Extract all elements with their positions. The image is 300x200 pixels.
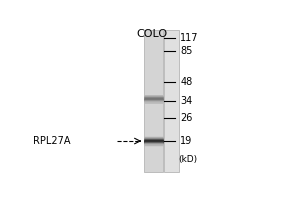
Bar [164,30,179,172]
Text: 48: 48 [180,77,192,87]
Text: (kD): (kD) [178,155,198,164]
Text: 26: 26 [180,113,193,123]
Bar [145,30,163,172]
Text: 34: 34 [180,96,192,106]
Text: 117: 117 [180,33,199,43]
Text: RPL27A: RPL27A [33,136,70,146]
Text: COLO: COLO [136,29,168,39]
Text: 19: 19 [180,136,192,146]
Text: 85: 85 [180,46,193,56]
